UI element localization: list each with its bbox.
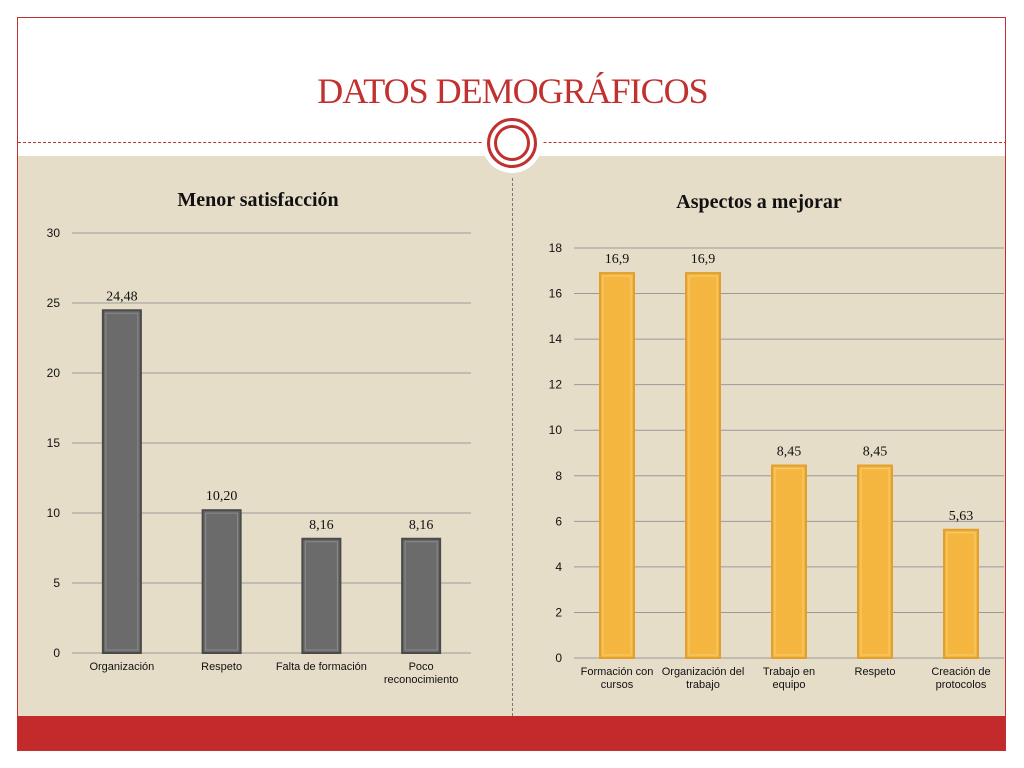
bar-inner-edge [602,275,632,656]
x-tick-label: Organización [89,661,154,673]
bar-inner-edge [774,468,804,656]
slide: DATOS DEMOGRÁFICOS Menor satisfacción 0 5 1… [17,17,1006,751]
y-tick-label: 0 [555,651,562,665]
bar-inner-edge [688,275,718,656]
bar [401,537,442,655]
circle-ornament-icon [482,113,542,173]
bar [599,272,635,660]
y-tick-label: 12 [549,378,563,392]
slide-title: DATOS DEMOGRÁFICOS [317,71,708,111]
data-label: 8,45 [777,445,802,460]
y-tick-label: 14 [549,332,563,346]
content-area [18,156,1005,716]
bar [943,528,979,659]
y-tick-label: 25 [47,296,61,310]
bar-inner-edge [946,532,976,656]
bar [685,272,721,660]
bar [771,464,807,659]
y-tick-label: 18 [549,241,563,255]
x-tick-label: Falta de formación [276,661,367,673]
y-tick-label: 20 [47,366,61,380]
data-label: 8,16 [309,518,334,533]
data-label: 16,9 [605,252,630,267]
footer-bar [18,716,1005,750]
x-tick-label: Trabajo en equipo [763,666,815,691]
chart-aspectos-a-mejorar: Aspectos a mejorar 0 2 4 6 8 10 12 14 16 18 16,9 For… [549,191,1004,691]
chart-menor-satisfaccion: Menor satisfacción 0 5 10 15 20 25 30 24,48 Organ… [47,189,471,686]
chart-title: Menor satisfacción [177,189,338,211]
bar [301,537,342,655]
data-label: 8,16 [409,518,434,533]
data-label: 16,9 [691,252,716,267]
y-tick-label: 6 [555,514,562,528]
x-tick-label: Formación con cursos [581,666,654,691]
x-tick-label: Creación de protocolos [931,666,990,691]
bar-inner-edge [304,541,338,651]
bar-inner-edge [105,312,139,651]
x-tick-label: Respeto [855,666,896,678]
data-label: 5,63 [949,509,974,524]
x-tick-label: Organización del trabajo [662,666,745,691]
data-label: 24,48 [106,289,138,304]
x-tick-label: Respeto [201,661,242,673]
y-tick-label: 5 [53,576,60,590]
bar [201,509,242,655]
y-tick-label: 0 [53,646,60,660]
y-tick-label: 2 [555,605,562,619]
dashed-divider-vertical [512,178,513,716]
bar-inner-edge [860,468,890,656]
y-tick-label: 8 [555,469,562,483]
chart-title: Aspectos a mejorar [676,191,842,213]
x-tick-label: Poco reconocimiento [384,661,459,686]
bar [101,309,142,654]
y-tick-label: 16 [549,287,563,301]
y-tick-label: 15 [47,436,61,450]
bar-inner-edge [205,512,239,651]
data-label: 10,20 [206,489,238,504]
bar [857,464,893,659]
y-tick-label: 10 [47,506,61,520]
y-tick-label: 4 [555,560,562,574]
bar-inner-edge [404,541,438,651]
y-tick-label: 30 [47,226,61,240]
y-tick-label: 10 [549,423,563,437]
data-label: 8,45 [863,445,888,460]
